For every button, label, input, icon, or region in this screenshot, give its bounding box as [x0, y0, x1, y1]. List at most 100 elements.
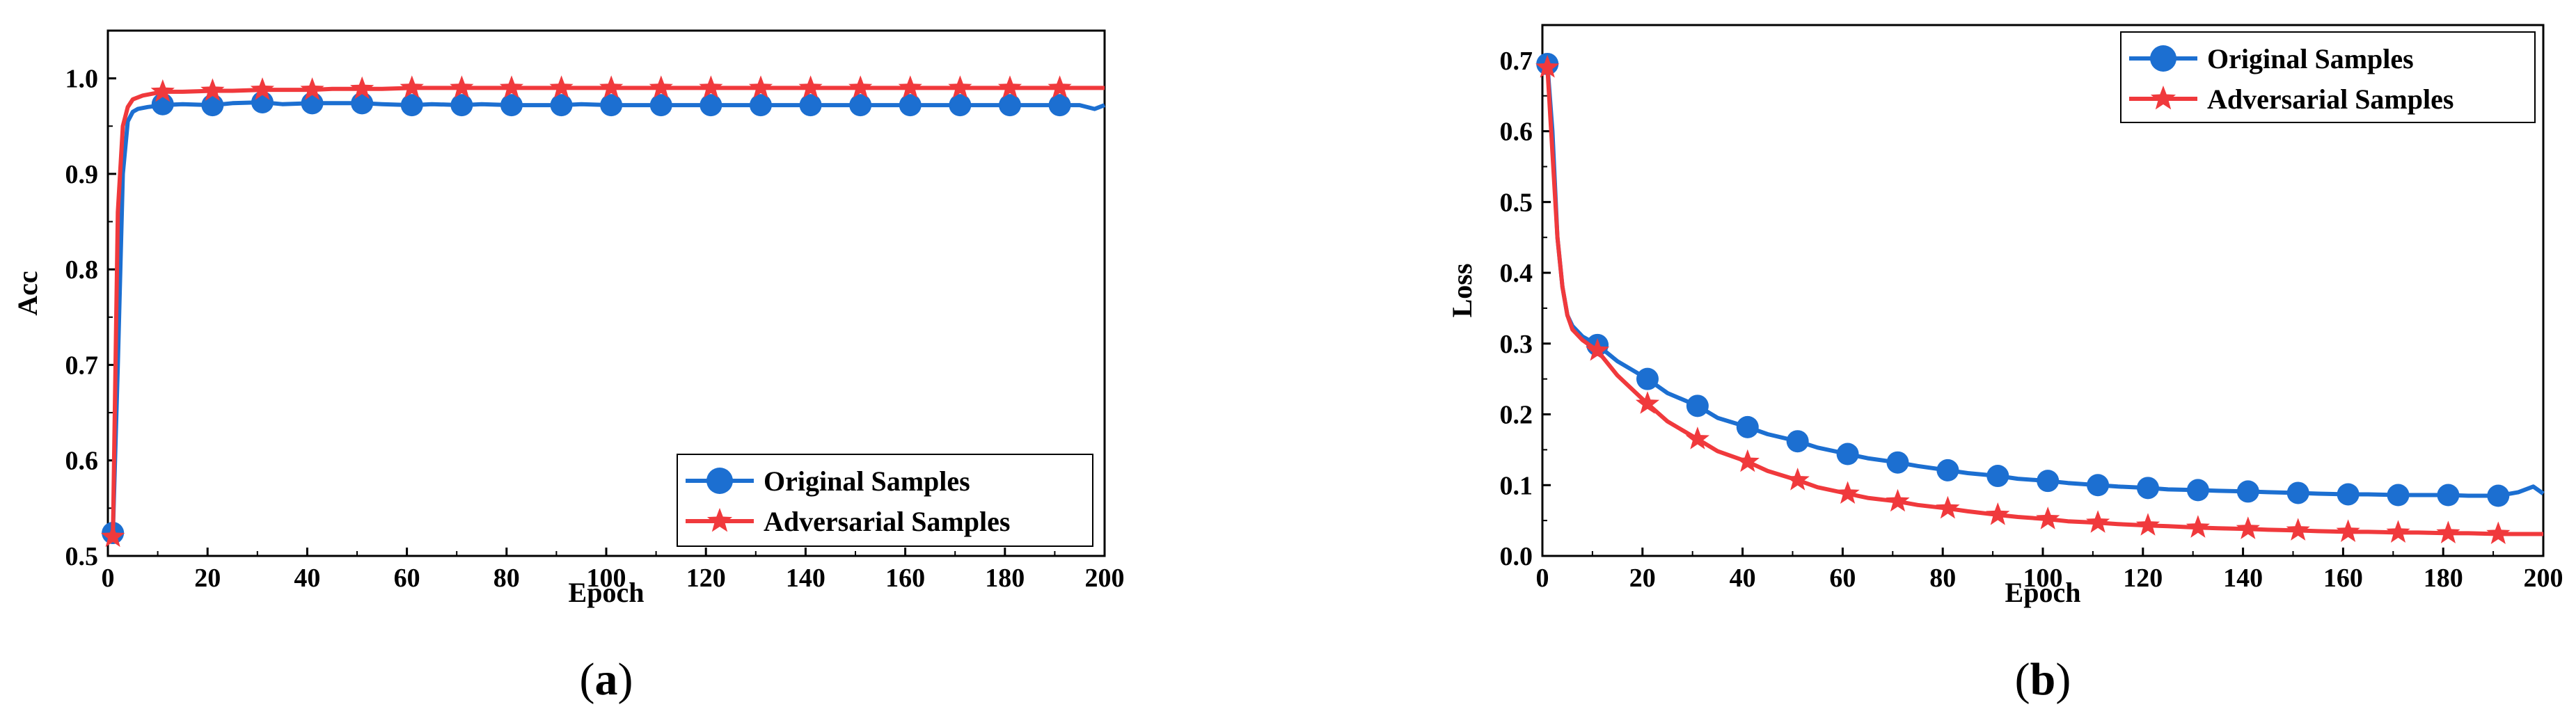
y-tick-label: 0.0: [1500, 542, 1533, 571]
data-point: [2087, 474, 2110, 497]
x-axis-label: Epoch: [569, 577, 645, 608]
x-tick-label: 120: [2123, 564, 2163, 593]
x-tick-label: 60: [394, 564, 420, 593]
data-point: [949, 94, 972, 117]
y-tick-label: 0.7: [1500, 47, 1533, 76]
x-tick-label: 200: [2524, 564, 2563, 593]
legend-marker: [706, 468, 733, 494]
y-tick-label: 0.5: [1500, 188, 1533, 217]
data-point: [700, 94, 722, 117]
data-point: [1586, 338, 1610, 361]
data-point: [2286, 518, 2310, 541]
data-point: [2236, 516, 2260, 539]
data-point: [799, 94, 822, 117]
y-axis-label: Loss: [1446, 264, 1478, 318]
panel-a-acc-chart: 0 20 40 60 80 100 120 140 160 180 200 0.5 0.6 0.7 0.8 0…: [12, 29, 1125, 705]
data-point: [2286, 481, 2309, 504]
data-point: [2186, 515, 2210, 538]
x-tick-label: 60: [1829, 564, 1856, 593]
data-point: [699, 75, 723, 98]
legend-marker: [706, 508, 733, 532]
data-point: [2136, 477, 2159, 500]
data-point: [450, 75, 474, 98]
data-point: [250, 77, 275, 100]
data-point: [150, 79, 175, 102]
data-point: [1785, 468, 1810, 491]
data-point: [1048, 94, 1071, 117]
data-point: [2135, 513, 2160, 536]
x-tick-label: 80: [1929, 564, 1956, 593]
data-point: [649, 75, 673, 98]
legend-label: Original Samples: [764, 465, 970, 497]
legend-marker: [2150, 45, 2176, 72]
x-tick-label: 120: [686, 564, 726, 593]
data-point: [2386, 520, 2410, 543]
y-axis-label: Acc: [12, 271, 43, 315]
data-point: [848, 75, 873, 98]
y-tick-label: 0.8: [65, 255, 99, 285]
data-point: [898, 75, 922, 98]
x-tick-label: 140: [786, 564, 825, 593]
data-point: [500, 94, 523, 117]
data-point: [899, 94, 922, 117]
data-point: [550, 94, 573, 117]
legend-box: [677, 454, 1093, 547]
data-point: [2436, 520, 2460, 543]
x-tick-label: 0: [102, 564, 115, 593]
data-point: [351, 92, 374, 115]
x-tick-label: 180: [985, 564, 1025, 593]
legend-label: Original Samples: [2207, 43, 2414, 74]
data-point: [1635, 391, 1660, 414]
y-tick-label: 0.5: [65, 542, 99, 571]
x-tick-label: 0: [1536, 564, 1549, 593]
data-point: [400, 94, 423, 117]
legend-label: Adversarial Samples: [764, 506, 1010, 537]
data-point: [1886, 488, 1910, 512]
series-original-samples: [102, 90, 1106, 545]
data-point: [2037, 470, 2060, 493]
data-point: [649, 94, 672, 117]
data-point: [1735, 449, 1760, 472]
data-point: [599, 75, 624, 98]
data-point: [400, 75, 424, 98]
data-point: [1786, 430, 1809, 453]
y-tick-label: 0.3: [1500, 330, 1533, 359]
y-tick-label: 0.6: [1500, 118, 1533, 147]
x-tick-label: 20: [194, 564, 221, 593]
data-point: [1636, 367, 1659, 390]
data-point: [2387, 484, 2410, 507]
data-point: [2036, 507, 2060, 529]
data-point: [1936, 459, 1959, 481]
data-point: [849, 94, 872, 117]
data-point: [1835, 481, 1860, 504]
data-point: [201, 94, 224, 117]
series-adversarial-samples: [101, 75, 1105, 548]
data-point: [998, 94, 1021, 117]
y-tick-label: 0.7: [65, 351, 99, 380]
data-point: [301, 92, 324, 115]
data-point: [1986, 502, 2010, 525]
legend-box: [2120, 31, 2536, 123]
data-point: [450, 94, 473, 117]
data-point: [948, 75, 972, 98]
series-line: [1545, 67, 2543, 536]
y-tick-label: 0.4: [1500, 259, 1533, 288]
data-point: [1836, 443, 1859, 465]
data-point: [101, 524, 125, 548]
legend-marker: [2150, 86, 2176, 110]
data-point: [350, 76, 374, 99]
data-point: [549, 75, 574, 98]
data-point: [1736, 415, 1759, 438]
legend: Original Samples Adversarial Samples: [677, 454, 1093, 547]
panel-label: (b): [2015, 654, 2071, 705]
data-point: [2336, 519, 2360, 542]
y-tick-label: 1.0: [65, 65, 99, 94]
data-point: [2086, 510, 2110, 533]
data-point: [749, 94, 772, 117]
panel-label: (a): [580, 654, 633, 705]
x-tick-label: 40: [294, 564, 320, 593]
data-point: [600, 94, 623, 117]
data-point: [1048, 75, 1072, 98]
x-tick-label: 80: [493, 564, 520, 593]
